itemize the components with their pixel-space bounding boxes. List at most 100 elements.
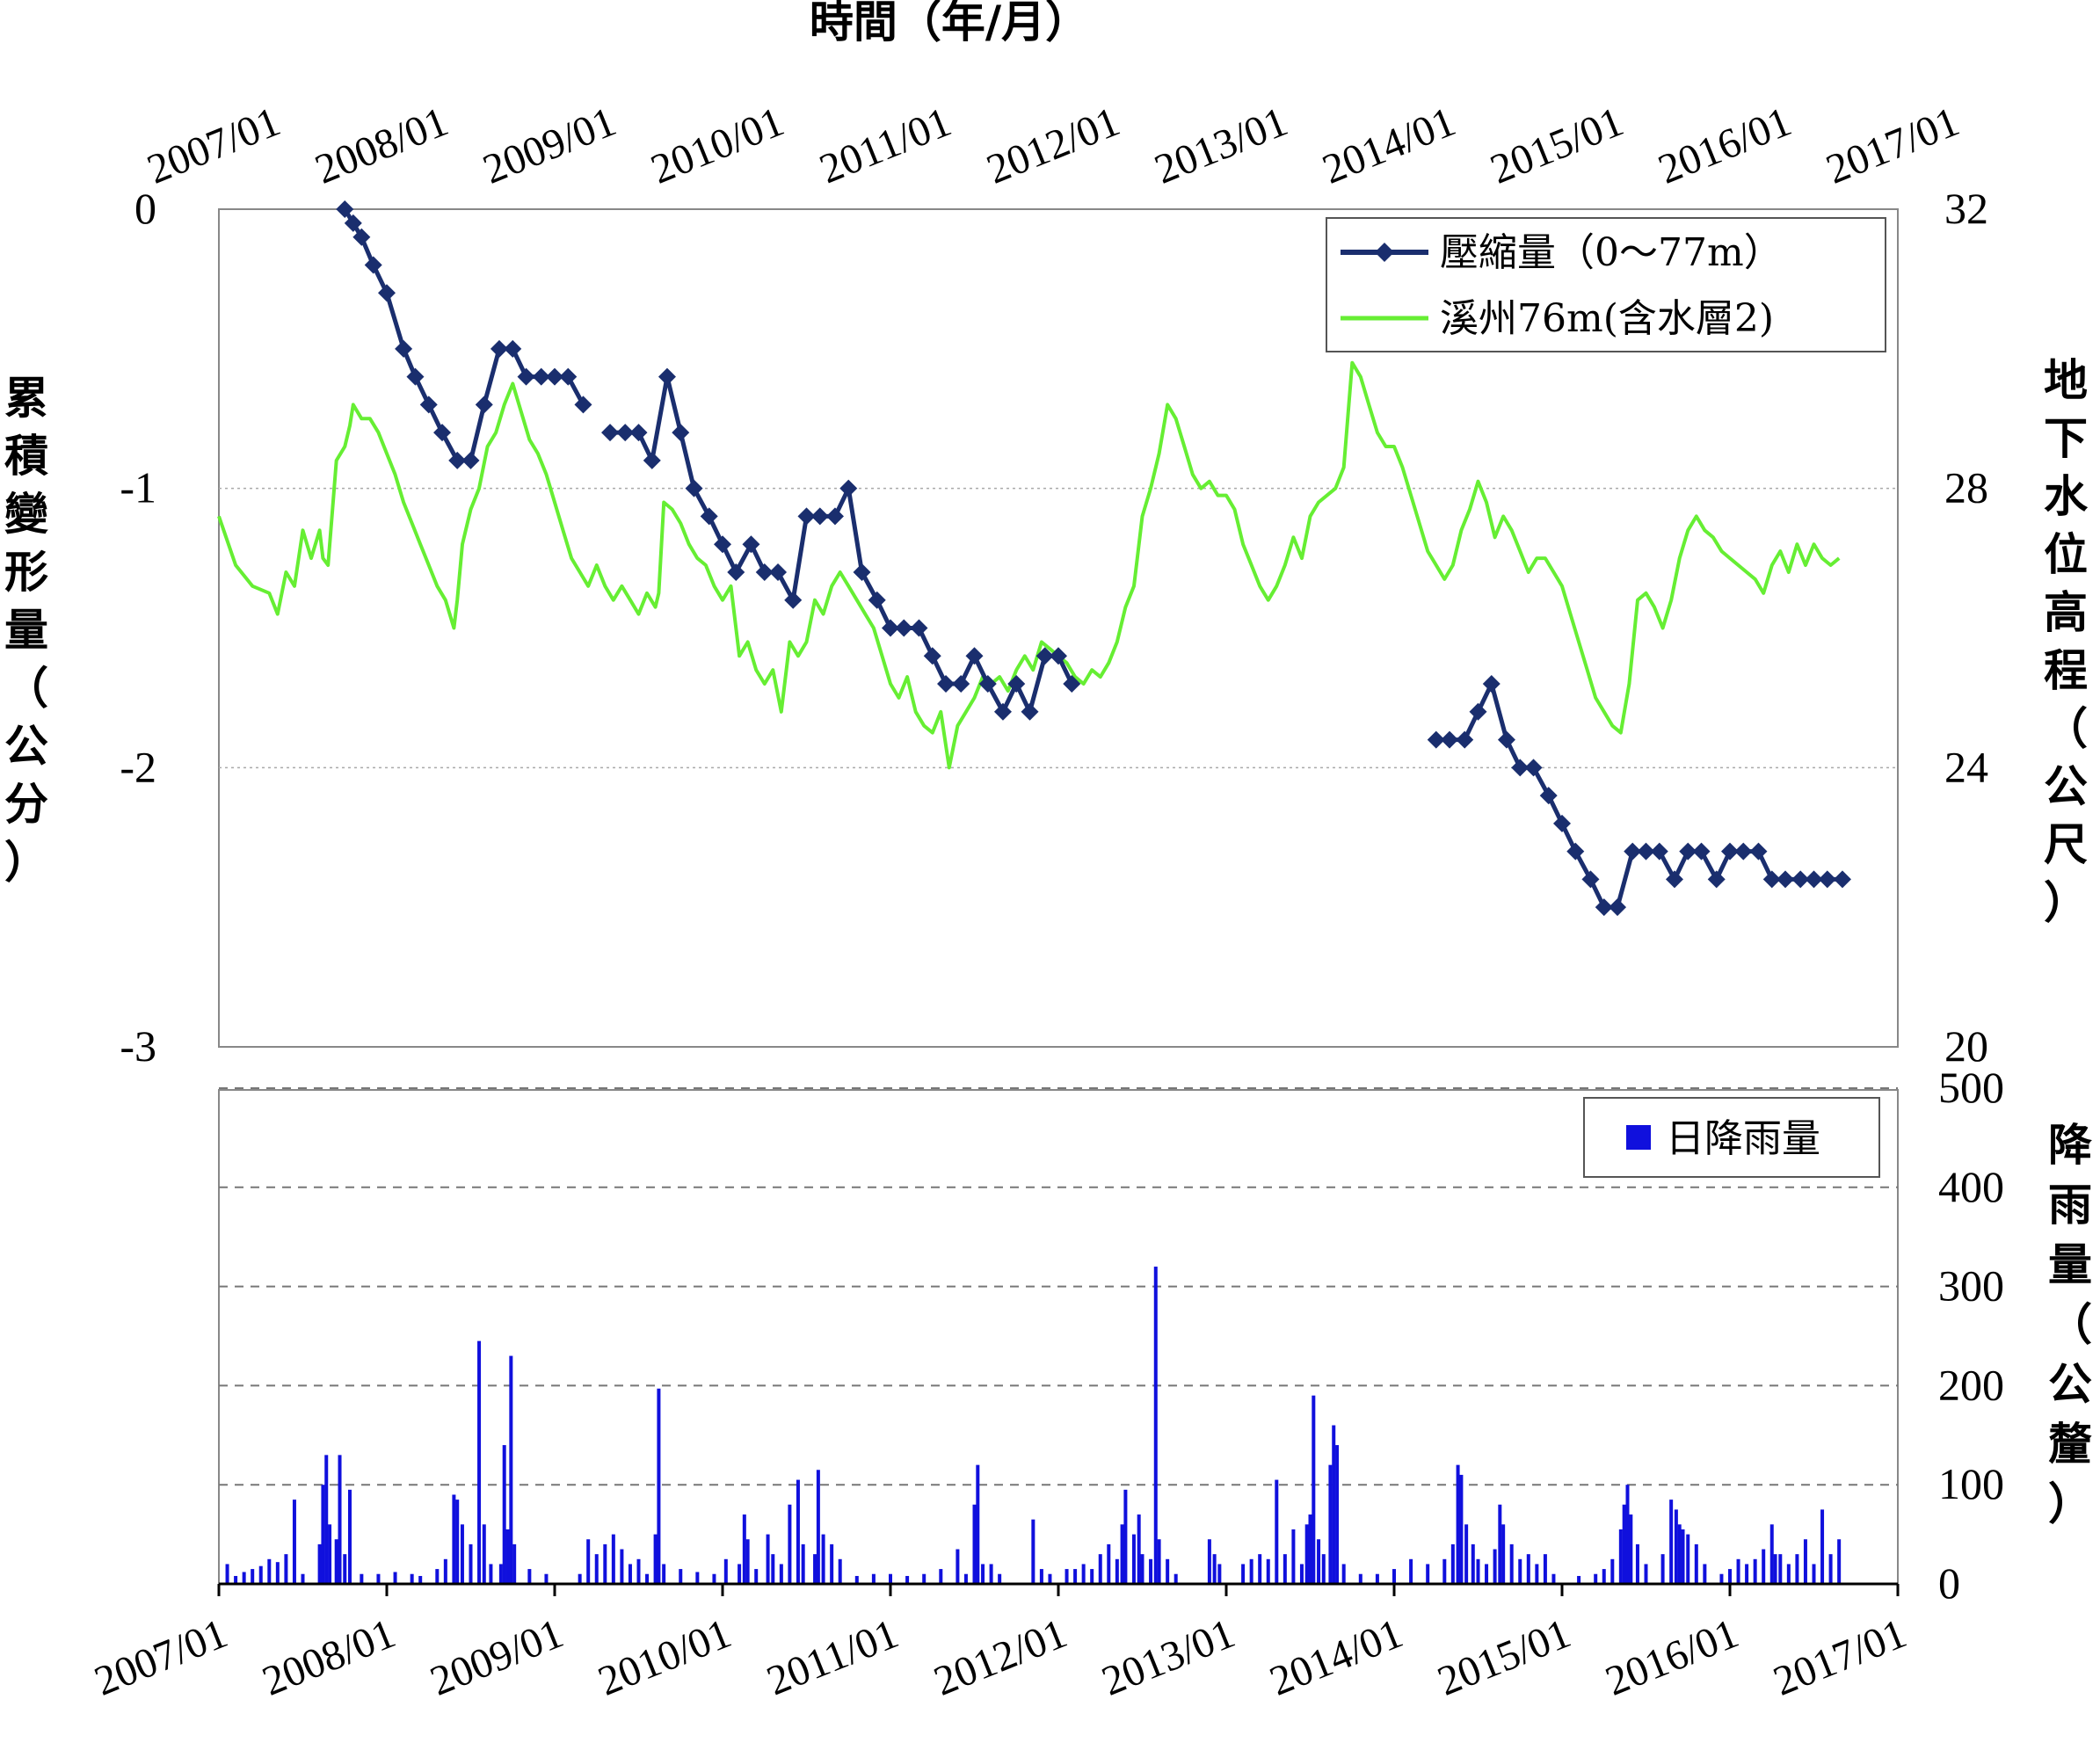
rain-bar <box>603 1543 607 1584</box>
rain-bar <box>838 1558 842 1584</box>
compression-point <box>504 339 522 358</box>
compression-point <box>601 424 620 442</box>
top-x-tick-label: 2016/01 <box>1652 98 1798 193</box>
rain-y-ticks: 500 400 300 200 100 0 <box>1938 1063 2004 1608</box>
rain-bar <box>251 1569 255 1584</box>
left-y-tick-label: -1 <box>120 463 156 512</box>
axis-label-char: （ <box>2044 703 2088 754</box>
rain-bar <box>1039 1569 1043 1584</box>
rain-bar <box>1498 1504 1502 1584</box>
compression-point <box>1609 898 1627 917</box>
rain-bar <box>1535 1564 1539 1584</box>
rain-bar <box>1674 1509 1678 1584</box>
compression-point <box>742 535 760 554</box>
compression-point <box>1427 730 1445 749</box>
rain-bar <box>1660 1554 1665 1584</box>
rain-bar <box>452 1494 456 1584</box>
rain-bar <box>1328 1464 1333 1584</box>
rain-bar <box>1669 1500 1674 1584</box>
rain-bar <box>594 1554 599 1584</box>
rain-bar <box>1762 1549 1766 1584</box>
rain-bar <box>1217 1564 1222 1584</box>
axis-label-char: 降 <box>2048 1120 2092 1171</box>
compression-point <box>490 339 508 358</box>
compression-point <box>352 228 371 246</box>
compression-point <box>1637 842 1655 861</box>
rain-bar <box>586 1539 591 1584</box>
rain-axis-label: 降雨量 （ 公釐 ） <box>2048 1120 2092 1529</box>
rain-bar <box>435 1569 440 1584</box>
compression-point <box>868 591 886 609</box>
compression-point <box>1007 675 1026 694</box>
rain-bar <box>1332 1425 1336 1584</box>
rain-bar <box>1321 1554 1326 1584</box>
rain-bar <box>544 1573 549 1584</box>
rain-y-tick-label: 0 <box>1938 1558 1960 1608</box>
compression-point <box>1679 842 1697 861</box>
rain-bar <box>1456 1464 1460 1584</box>
bottom-x-tick-label: 2008/01 <box>256 1610 402 1705</box>
rain-bar <box>418 1575 423 1584</box>
top-legend: 壓縮量（0～77m） 溪州76m(含水層2) <box>1326 217 1886 352</box>
rain-bar <box>1153 1267 1158 1584</box>
compression-point <box>797 507 816 526</box>
compression-point <box>1581 870 1600 889</box>
rain-bar <box>1308 1514 1312 1584</box>
rain-bar <box>1677 1524 1682 1584</box>
rain-bar <box>527 1569 532 1584</box>
compression-series-line <box>1435 681 1842 910</box>
rain-bar <box>1820 1509 1825 1584</box>
rain-bar <box>1157 1539 1161 1584</box>
rain-bar <box>1485 1564 1489 1584</box>
rain-bar <box>905 1575 910 1584</box>
rain-bar <box>1635 1543 1639 1584</box>
rain-bar <box>321 1485 325 1584</box>
bottom-x-tick-label: 2009/01 <box>424 1610 570 1705</box>
top-x-tick-label: 2015/01 <box>1484 98 1630 193</box>
compression-point <box>1021 702 1039 721</box>
compression-point <box>1441 730 1459 749</box>
rain-bar <box>267 1558 272 1584</box>
rain-bar <box>1464 1524 1469 1584</box>
rain-bar <box>889 1573 892 1584</box>
rain-bar <box>963 1573 968 1584</box>
axis-label-char: 量 <box>4 605 48 656</box>
rain-bar <box>1694 1543 1698 1584</box>
top-grid <box>219 487 1898 769</box>
bottom-x-tick-label: 2014/01 <box>1263 1610 1409 1705</box>
axis-label-char: 釐 <box>2048 1419 2092 1470</box>
axis-label-char: 公 <box>2044 761 2088 812</box>
rain-bar <box>258 1565 263 1584</box>
rain-bar <box>636 1558 641 1584</box>
rain-bar <box>695 1572 700 1584</box>
rain-bar <box>723 1558 728 1584</box>
rain-bar <box>443 1558 447 1584</box>
rain-bar <box>742 1514 746 1584</box>
rain-bar <box>301 1573 305 1584</box>
rain-bar <box>328 1524 332 1584</box>
rain-bar <box>1681 1529 1685 1584</box>
compression-point <box>1050 647 1067 665</box>
compression-point <box>700 507 718 526</box>
compression-point <box>1650 842 1668 861</box>
compression-point <box>1749 842 1768 861</box>
rain-bar <box>653 1534 658 1584</box>
rain-bar <box>1212 1554 1217 1584</box>
rain-bar <box>1602 1569 1606 1584</box>
rain-bar <box>502 1445 506 1584</box>
left-y-ticks: 0 -1 -2 -3 <box>120 184 156 1071</box>
rain-bar <box>1275 1479 1279 1584</box>
compression-point <box>1063 675 1081 694</box>
rain-bar <box>628 1564 632 1584</box>
compression-point <box>1818 870 1836 889</box>
rain-bar <box>1501 1524 1506 1584</box>
compression-point <box>629 424 648 442</box>
top-x-tick-label: 2012/01 <box>980 98 1126 193</box>
rain-bar <box>460 1524 464 1584</box>
top-x-tick-label: 2014/01 <box>1316 98 1462 193</box>
compression-point <box>517 367 535 386</box>
compression-point <box>448 451 467 469</box>
rain-bar <box>1812 1564 1816 1584</box>
compression-point <box>395 339 413 358</box>
